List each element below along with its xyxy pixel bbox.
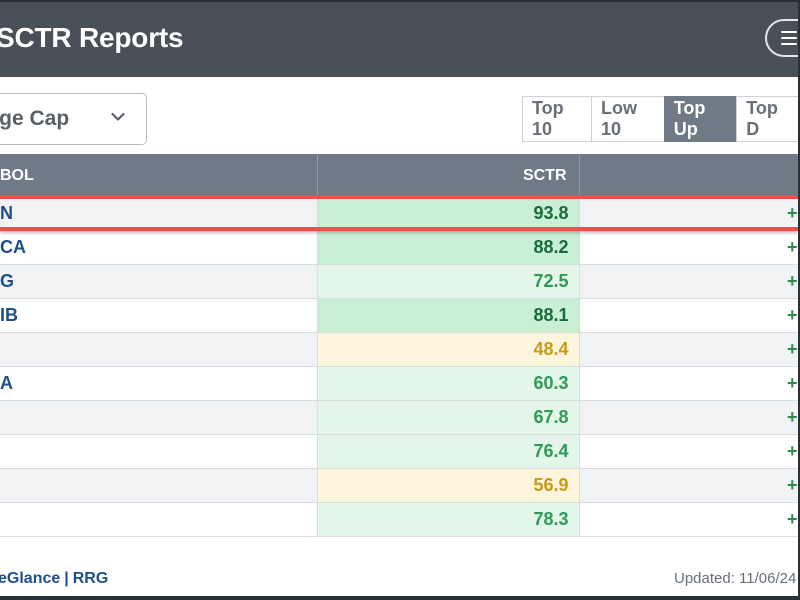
sctr-cell: 88.1 [317,298,580,333]
tab-low-10[interactable]: Low 10 [590,96,665,142]
change-cell: + [579,230,799,265]
table-row[interactable]: 48.4 + [0,332,799,367]
window-frame-right [798,0,800,600]
table-row[interactable]: IB 88.1 + [0,298,799,333]
tab-top-up[interactable]: Top Up [663,96,738,142]
change-cell: + [579,400,799,435]
tab-top-down[interactable]: Top D [736,96,800,142]
universe-select-value: rge Cap [0,107,70,130]
sctr-cell: 60.3 [317,366,580,401]
table-row[interactable]: 76.4 + [0,434,799,469]
column-header-sctr[interactable]: SCTR [317,154,580,197]
table-row[interactable]: 56.9 + [0,468,799,503]
sctr-cell: 67.8 [317,400,580,435]
table-row[interactable]: A 60.3 + [0,366,799,401]
table-header-row: BOL SCTR [0,154,799,197]
chevron-down-icon [111,112,125,121]
column-header-symbol[interactable]: BOL [0,154,318,197]
app-header: SCTR Reports [0,2,800,77]
change-cell: + [579,264,799,299]
sctr-cell: 76.4 [317,434,580,469]
symbol-cell[interactable]: N [0,197,318,231]
table-body: N 93.8 + CA 88.2 + G 72.5 + IB 88.1 +48.4 + A 60.3 +67.… [0,197,799,537]
window-frame-top [0,0,800,2]
menu-button[interactable] [765,19,800,57]
updated-timestamp: Updated: 11/06/24 [674,570,797,587]
change-cell: + [579,468,799,503]
footer-link-rrg[interactable]: RRG [72,570,109,587]
sctr-cell: 78.3 [317,502,580,537]
footer-separator: | [64,570,69,587]
change-cell: + [579,366,799,401]
sctr-cell: 56.9 [317,468,580,503]
sctr-cell: 48.4 [317,332,580,367]
symbol-cell[interactable]: CA [0,230,318,265]
table-row[interactable]: CA 88.2 + [0,230,799,265]
symbol-cell[interactable] [0,332,318,367]
footer-link-gallery[interactable]: eGlance [0,570,61,587]
window-frame-bottom [0,596,800,600]
symbol-cell[interactable] [0,502,318,537]
symbol-cell[interactable] [0,468,318,503]
table-row[interactable]: 78.3 + [0,502,799,537]
sctr-cell: 88.2 [317,230,580,265]
sctr-cell: 72.5 [317,264,580,299]
report-tabs: Top 10 Low 10 Top Up Top D [522,96,800,142]
change-cell: + [579,332,799,367]
symbol-cell[interactable]: G [0,264,318,299]
symbol-cell[interactable] [0,400,318,435]
change-cell: + [579,298,799,333]
column-header-change[interactable] [579,154,799,197]
change-cell: + [579,434,799,469]
footer-links: eGlance | RRG [0,570,108,588]
table-row[interactable]: N 93.8 + [0,197,799,231]
page-title: SCTR Reports [0,22,184,53]
table-row[interactable]: G 72.5 + [0,264,799,299]
sctr-table: BOL SCTR N 93.8 + CA 88.2 + G 72.5 + IB 88.1 +48.4 +… [0,154,799,537]
sctr-cell: 93.8 [317,197,580,231]
change-cell: + [579,502,799,537]
symbol-cell[interactable] [0,434,318,469]
symbol-cell[interactable]: A [0,366,318,401]
hamburger-menu-icon [781,31,797,49]
universe-select[interactable]: rge Cap [0,93,147,145]
tab-top-10[interactable]: Top 10 [522,96,592,142]
change-cell: + [579,197,799,231]
table-row[interactable]: 67.8 + [0,400,799,435]
symbol-cell[interactable]: IB [0,298,318,333]
